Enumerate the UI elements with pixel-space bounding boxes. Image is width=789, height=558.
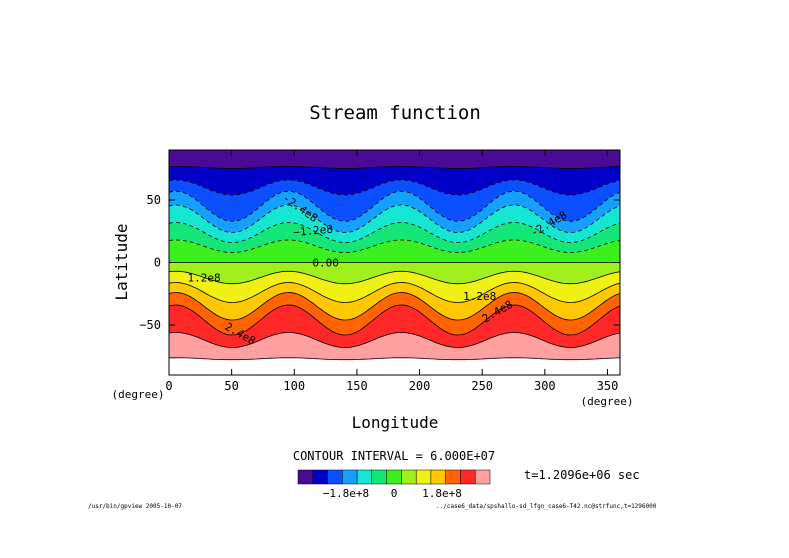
plot-area — [169, 150, 620, 360]
colorbar-cell — [430, 469, 446, 485]
colorbar-cell — [460, 469, 476, 485]
x-tick-label: 100 — [283, 379, 305, 393]
y-tick-label: 0 — [154, 256, 161, 270]
y-axis-unit: (degree) — [112, 388, 165, 401]
contour-band — [169, 332, 620, 360]
contour-band — [169, 222, 620, 253]
x-tick-label: 50 — [224, 379, 238, 393]
colorbar-cell — [386, 469, 402, 485]
contour-line — [168, 179, 621, 196]
contour-band — [169, 205, 620, 243]
contour-line — [168, 190, 621, 222]
colorbar-cell — [327, 469, 343, 485]
contour-band — [169, 292, 620, 335]
colorbar-cell — [415, 469, 432, 485]
x-tick-label: 350 — [597, 379, 619, 393]
contour-band — [169, 271, 620, 303]
x-tick-label: 300 — [534, 379, 556, 393]
contour-label: 0.00 — [312, 257, 339, 270]
contour-band — [169, 166, 620, 195]
contour-band — [169, 180, 620, 222]
colorbar-cell — [342, 469, 358, 485]
contour-label: 1.2e8 — [188, 272, 221, 285]
colorbar-cell — [297, 469, 314, 485]
x-axis-ticks: 0 50 100 150 200 250 300 350 — [165, 150, 618, 393]
contour-label: −1.2e8 — [293, 223, 334, 239]
y-tick-label: −50 — [139, 318, 161, 332]
contour-line — [168, 304, 621, 336]
colorbar-tick-labels: −1.8e+8 0 1.8e+8 — [323, 487, 462, 500]
x-tick-label: 0 — [165, 379, 172, 393]
x-tick-label: 150 — [346, 379, 368, 393]
contour-line — [168, 222, 621, 243]
contour-line — [168, 332, 621, 348]
y-axis-ticks: 50 0 −50 — [139, 193, 620, 332]
colorbar-tick-label: 1.8e+8 — [422, 487, 462, 500]
contour-band — [169, 150, 620, 169]
contour-band — [169, 262, 620, 284]
contour-line — [168, 239, 621, 253]
contour-band — [169, 282, 620, 320]
x-axis-label: Longitude — [352, 413, 439, 432]
x-tick-label: 200 — [409, 379, 431, 393]
chart-title: Stream function — [309, 102, 481, 124]
colorbar-cell — [356, 469, 373, 485]
colorbar-cell — [401, 469, 417, 485]
contour-lines — [168, 166, 621, 361]
colorbar-tick-label: 0 — [391, 487, 398, 500]
contour-line — [168, 282, 621, 303]
contour-line — [168, 166, 620, 169]
y-tick-label: 50 — [147, 193, 161, 207]
colorbar — [297, 469, 491, 485]
contour-line — [169, 357, 621, 361]
y-axis-label: Latitude — [112, 223, 131, 300]
contour-line — [168, 204, 621, 233]
colorbar-cell — [474, 469, 491, 485]
footer-right: ../case6_data/spshallo-sd_lfgn_case6-T42… — [436, 503, 657, 510]
footer-left: /usr/bin/gpview 2005-10-07 — [88, 503, 182, 510]
x-axis-unit: (degree) — [581, 395, 634, 408]
contour-line — [168, 292, 621, 321]
contour-interval-text: CONTOUR INTERVAL = 6.000E+07 — [293, 449, 495, 463]
colorbar-cell — [445, 469, 461, 485]
colorbar-tick-label: −1.8e+8 — [323, 487, 369, 500]
contour-band — [169, 305, 620, 348]
x-tick-label: 250 — [471, 379, 493, 393]
colorbar-cell — [312, 469, 328, 485]
contour-line — [168, 270, 621, 285]
contour-label: 1.2e8 — [463, 290, 496, 303]
time-label: t=1.2096e+06 sec — [524, 468, 640, 482]
contour-band — [169, 191, 620, 233]
colorbar-cell — [371, 469, 387, 485]
contour-band — [169, 240, 620, 263]
